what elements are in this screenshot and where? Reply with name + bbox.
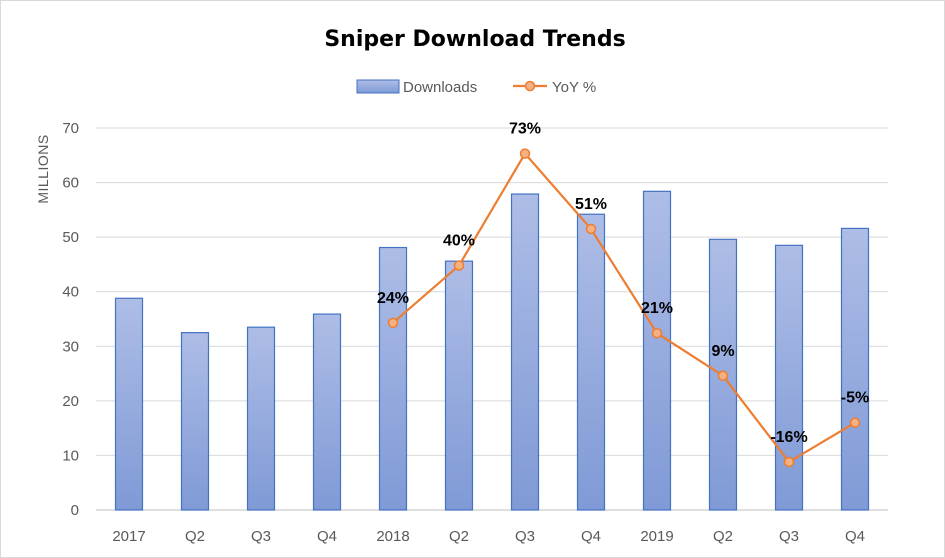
legend-yoy-marker bbox=[524, 80, 536, 92]
yoy-label-8: 21% bbox=[641, 300, 673, 317]
bar-0 bbox=[114, 297, 144, 511]
x-tick-label: Q4 bbox=[581, 528, 601, 545]
y-tick-label: 20 bbox=[62, 393, 79, 410]
yoy-point-7 bbox=[585, 223, 597, 235]
yoy-point-5 bbox=[453, 260, 465, 271]
yoy-label-10: -16% bbox=[770, 429, 807, 446]
bar-7 bbox=[576, 213, 606, 511]
yoy-label-9: 9% bbox=[711, 343, 734, 360]
legend-yoy-label: YoY % bbox=[552, 79, 596, 96]
bar-10 bbox=[774, 244, 804, 511]
x-tick-label: Q2 bbox=[449, 528, 469, 545]
yoy-point-10 bbox=[783, 456, 795, 468]
y-tick-label: 50 bbox=[62, 229, 79, 246]
yoy-line-series bbox=[387, 148, 861, 468]
x-tick-label: 2018 bbox=[376, 528, 409, 545]
y-tick-label: 30 bbox=[62, 338, 79, 355]
x-tick-label: Q3 bbox=[251, 528, 271, 545]
bar-9 bbox=[708, 238, 738, 511]
bar-4 bbox=[378, 246, 408, 511]
yoy-point-9 bbox=[717, 370, 729, 382]
x-tick-label: Q4 bbox=[845, 528, 865, 545]
legend-downloads-label: Downloads bbox=[403, 79, 477, 96]
bar-5 bbox=[444, 260, 474, 511]
y-tick-label: 10 bbox=[62, 447, 79, 464]
yoy-label-4: 24% bbox=[377, 290, 409, 307]
yoy-label-11: -5% bbox=[841, 390, 869, 407]
x-tick-label: Q2 bbox=[713, 528, 733, 545]
y-tick-label: 60 bbox=[62, 175, 79, 192]
y-axis-ticks: 0 10 20 30 40 50 60 70 bbox=[62, 120, 79, 519]
y-tick-label: 70 bbox=[62, 120, 79, 137]
y-tick-label: 0 bbox=[71, 502, 79, 519]
yoy-label-5: 40% bbox=[443, 233, 475, 250]
x-tick-label: Q4 bbox=[317, 528, 337, 545]
bar-3 bbox=[312, 313, 342, 511]
x-tick-label: Q3 bbox=[515, 528, 535, 545]
x-tick-label: 2017 bbox=[112, 528, 145, 545]
y-tick-label: 40 bbox=[62, 284, 79, 301]
bar-2 bbox=[246, 326, 276, 511]
legend-downloads-swatch bbox=[356, 79, 400, 94]
yoy-data-labels: 24% 40% 73% 51% 21% 9% -16% -5% bbox=[377, 121, 869, 446]
yoy-point-6 bbox=[519, 148, 531, 159]
bar-1 bbox=[180, 332, 210, 511]
x-tick-label: 2019 bbox=[640, 528, 673, 545]
chart-title: Sniper Download Trends bbox=[324, 27, 625, 52]
yoy-label-6: 73% bbox=[509, 121, 541, 138]
yoy-point-11 bbox=[849, 417, 861, 428]
gridlines bbox=[96, 127, 888, 511]
yoy-line bbox=[392, 151, 856, 464]
yoy-point-8 bbox=[651, 327, 663, 339]
yoy-point-4 bbox=[387, 317, 399, 329]
bar-11 bbox=[840, 227, 870, 511]
y-axis-label: MILLIONS bbox=[35, 134, 51, 203]
downloads-bars bbox=[114, 190, 870, 511]
bar-6 bbox=[510, 193, 540, 511]
x-tick-label: Q2 bbox=[185, 528, 205, 545]
x-axis-ticks: 2017 Q2 Q3 Q4 2018 Q2 Q3 Q4 2019 Q2 Q3 Q4 bbox=[112, 528, 865, 545]
legend: Downloads YoY % bbox=[356, 79, 596, 96]
x-tick-label: Q3 bbox=[779, 528, 799, 545]
bar-8 bbox=[642, 190, 672, 511]
yoy-label-7: 51% bbox=[575, 196, 607, 213]
